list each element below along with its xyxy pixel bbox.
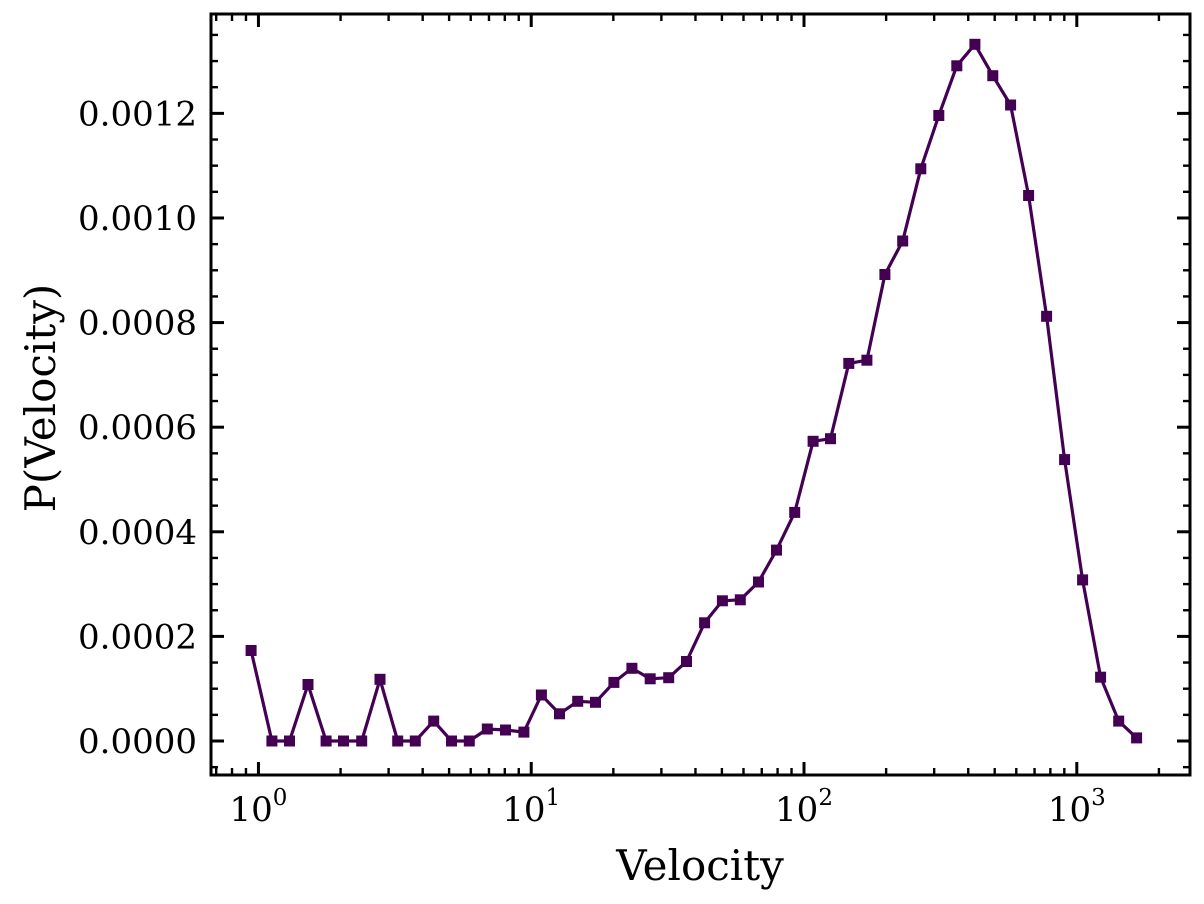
- data-point-marker: [807, 435, 819, 447]
- data-point-marker: [825, 433, 836, 445]
- y-tick-label: 0.0006: [78, 408, 197, 448]
- y-tick-label: 0.0004: [78, 513, 197, 553]
- data-point-marker: [302, 679, 314, 690]
- data-point-marker: [463, 735, 475, 747]
- data-point-marker: [518, 726, 530, 738]
- tick-labels: 0.0000 0.0002 0.0004 0.0006 0.0008 0.0010 0.00…: [78, 94, 1106, 830]
- data-point-marker: [428, 715, 440, 727]
- data-point-marker: [1023, 190, 1035, 201]
- data-point-marker: [1113, 715, 1125, 727]
- x-tick-label-exponent: 2: [818, 785, 833, 811]
- y-tick-label: 0.0000: [78, 722, 197, 762]
- x-tick-label-base: 10: [502, 790, 545, 830]
- y-tick-label: 0.0008: [78, 304, 197, 344]
- data-point-marker: [356, 735, 368, 747]
- data-point-marker: [590, 696, 601, 708]
- x-tick-label: 100: [229, 785, 287, 830]
- data-point-marker: [245, 645, 257, 656]
- data-point-marker: [933, 110, 945, 121]
- data-point-marker: [266, 735, 278, 747]
- x-tick-label-base: 10: [1048, 790, 1091, 830]
- data-point-marker: [879, 269, 891, 280]
- data-point-marker: [572, 695, 584, 707]
- x-tick-label-exponent: 0: [273, 785, 288, 811]
- data-point-marker: [969, 38, 981, 50]
- x-tick-label-base: 10: [229, 790, 272, 830]
- data-point-marker: [446, 735, 457, 747]
- data-point-marker: [392, 735, 404, 747]
- x-axis-label: Velocity: [615, 841, 784, 890]
- data-point-marker: [626, 662, 638, 674]
- data-point-marker: [1077, 574, 1089, 586]
- x-tick-label-exponent: 1: [546, 785, 561, 811]
- x-tick-label: 101: [502, 785, 560, 830]
- data-point-marker: [861, 354, 873, 366]
- data-point-marker: [608, 676, 620, 688]
- data-point-marker: [915, 163, 927, 175]
- x-tick-label: 102: [775, 785, 833, 830]
- data-point-marker: [1041, 310, 1053, 322]
- data-point-marker: [374, 673, 386, 685]
- data-point-marker: [535, 689, 547, 701]
- plot-frame: [209, 12, 1192, 777]
- y-axis-label: P(Velocity): [16, 284, 65, 513]
- data-point-marker: [644, 673, 656, 685]
- data-point-marker: [789, 506, 801, 518]
- data-point-marker: [338, 735, 349, 747]
- y-tick-label: 0.0010: [78, 199, 197, 239]
- data-point-marker: [843, 357, 855, 369]
- data-point-marker: [1095, 671, 1107, 683]
- data-point-marker: [1131, 732, 1143, 744]
- data-point-marker: [951, 60, 963, 72]
- data-point-marker: [284, 735, 295, 747]
- data-point-marker: [699, 617, 711, 629]
- x-tick-label-base: 10: [775, 790, 818, 830]
- data-point-marker: [320, 735, 332, 747]
- data-point-marker: [897, 235, 909, 247]
- data-point-marker: [753, 576, 764, 588]
- data-point-marker: [663, 672, 675, 684]
- x-tick-label-exponent: 3: [1091, 785, 1106, 811]
- data-point-marker: [734, 594, 746, 606]
- data-point-marker: [409, 735, 421, 747]
- data-point-marker: [681, 656, 692, 667]
- x-tick-label: 103: [1048, 785, 1106, 830]
- data-point-marker: [500, 724, 511, 736]
- data-point-marker: [1005, 99, 1017, 111]
- data-point-marker: [1059, 454, 1071, 466]
- data-point-marker: [481, 723, 493, 735]
- series-layer: [245, 38, 1143, 747]
- data-point-marker: [554, 708, 565, 720]
- y-tick-label: 0.0002: [78, 617, 197, 657]
- data-point-marker: [987, 70, 999, 82]
- y-tick-label: 0.0012: [78, 94, 197, 134]
- data-point-marker: [771, 544, 782, 556]
- data-point-marker: [716, 595, 728, 607]
